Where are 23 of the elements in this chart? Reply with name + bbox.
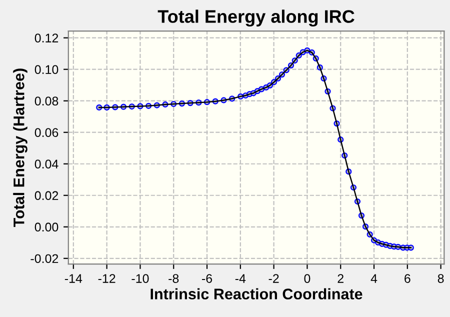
x-tick-label: -4: [235, 274, 246, 283]
y-tick-label: -0.02: [30, 254, 58, 264]
y-tick-label: 0.08: [34, 96, 58, 106]
x-tick-label: -2: [268, 274, 279, 283]
x-tick-label: -12: [98, 274, 116, 283]
y-tick-label: 0.12: [34, 34, 58, 42]
x-tick-label: -14: [64, 274, 82, 283]
y-tick-label: 0.00: [34, 222, 58, 232]
y-tick-label: 0.10: [34, 65, 58, 74]
x-tick-label: 6: [404, 274, 410, 283]
x-axis-title: Intrinsic Reaction Coordinate: [150, 288, 362, 300]
x-tick-label: -8: [168, 274, 179, 283]
y-tick-label: 0.04: [34, 160, 58, 169]
x-tick-label: -10: [132, 274, 149, 283]
x-tick-label: 0: [304, 274, 310, 283]
x-tick-label: -6: [202, 274, 212, 283]
x-tick-label: 2: [338, 274, 344, 283]
y-tick-label: 0.02: [34, 191, 58, 200]
y-axis-title: Total Energy (Hartree): [13, 68, 28, 228]
chart-title: Total Energy along IRC: [158, 10, 354, 27]
x-tick-label: 4: [370, 274, 378, 283]
y-tick-label: 0.06: [34, 128, 58, 138]
x-tick-label: 8: [438, 274, 444, 283]
